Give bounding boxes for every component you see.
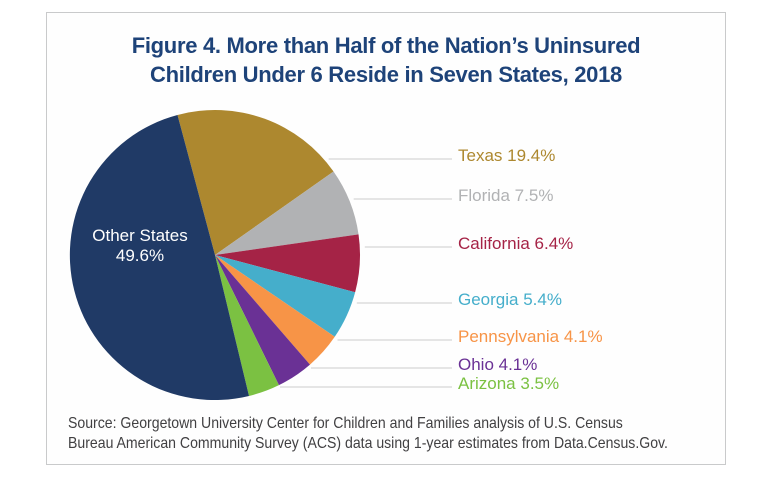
other-states-label-line1: Other States: [92, 226, 188, 245]
slice-label-pennsylvania: Pennsylvania 4.1%: [458, 327, 603, 346]
pie-slice-pennsylvania: [215, 255, 335, 365]
slice-label-california: California 6.4%: [458, 234, 574, 253]
pie-slice-georgia: [215, 255, 356, 337]
other-states-inside-label: Other States 49.6%: [92, 226, 187, 266]
slice-label-ohio: Ohio 4.1%: [458, 355, 538, 374]
other-states-label-line2: 49.6%: [115, 246, 165, 265]
pie-slice-california: [215, 234, 360, 293]
source-note: Source: Georgetown University Center for…: [68, 414, 668, 454]
slice-label-arizona: Arizona 3.5%: [458, 374, 560, 393]
pie-slice-ohio: [215, 255, 310, 386]
slice-label-georgia: Georgia 5.4%: [458, 290, 562, 309]
slice-label-florida: Florida 7.5%: [458, 186, 554, 205]
pie-slice-other-states: [69, 114, 250, 401]
source-note-line1: Source: Georgetown University Center for…: [68, 415, 623, 432]
pie-slice-arizona: [215, 255, 279, 396]
pie-slice-florida: [215, 171, 359, 255]
source-note-line2: Bureau American Community Survey (ACS) d…: [68, 435, 668, 452]
figure-title: Figure 4. More than Half of the Nation’s…: [46, 31, 726, 89]
figure-title-line1: Figure 4. More than Half of the Nation’s…: [131, 33, 641, 58]
figure-title-line2: Children Under 6 Reside in Seven States,…: [150, 62, 622, 87]
slice-label-texas: Texas 19.4%: [458, 146, 556, 165]
pie-slice-texas: [177, 110, 334, 256]
